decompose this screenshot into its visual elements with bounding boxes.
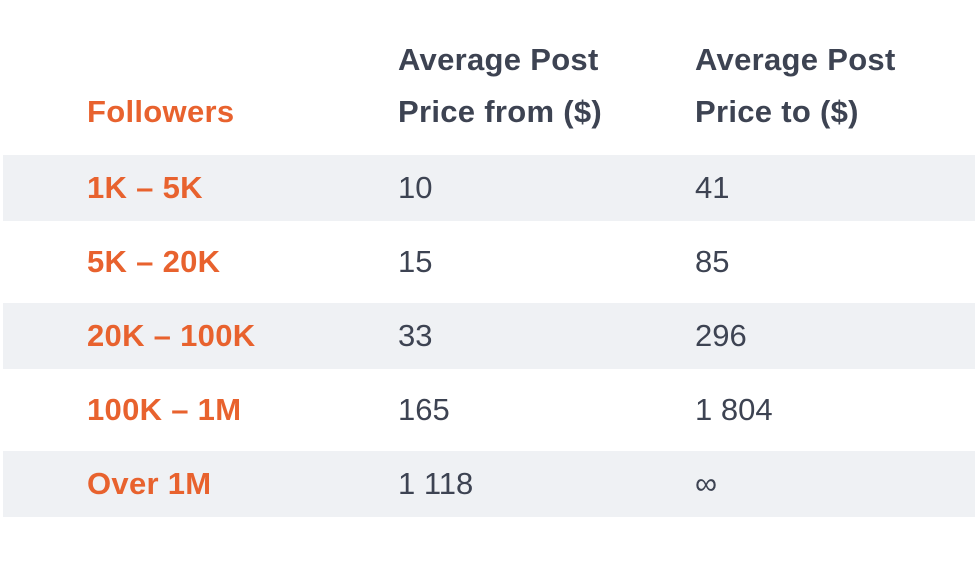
price-from-cell: 10: [398, 170, 433, 205]
price-to-cell: 296: [695, 318, 747, 353]
price-from-cell: 33: [398, 318, 433, 353]
header-followers: Followers: [87, 94, 235, 129]
price-to-cell: 41: [695, 170, 730, 205]
followers-cell: 5K – 20K: [87, 244, 221, 279]
followers-cell: 100K – 1M: [87, 392, 242, 427]
header-price-to: Average Post Price to ($): [695, 34, 955, 138]
table-row: 20K – 100K 33 296: [3, 303, 975, 369]
table-row: Over 1M 1 118 ∞: [3, 451, 975, 517]
header-price-to-line1: Average Post: [695, 42, 896, 77]
price-from-cell: 15: [398, 244, 433, 279]
followers-cell: 1K – 5K: [87, 170, 203, 205]
table-row: 5K – 20K 15 85: [3, 229, 975, 295]
table-row: 100K – 1M 165 1 804: [3, 377, 975, 443]
header-price-to-line2: Price to ($): [695, 94, 859, 129]
price-to-cell: 85: [695, 244, 730, 279]
price-from-cell: 1 118: [398, 466, 474, 501]
table-row: 1K – 5K 10 41: [3, 155, 975, 221]
header-price-from-line1: Average Post: [398, 42, 599, 77]
price-to-cell: ∞: [695, 466, 718, 501]
followers-cell: Over 1M: [87, 466, 212, 501]
table-header: Followers Average Post Price from ($) Av…: [3, 0, 975, 155]
price-from-cell: 165: [398, 392, 450, 427]
followers-cell: 20K – 100K: [87, 318, 256, 353]
price-to-cell: 1 804: [695, 392, 773, 427]
header-price-from-line2: Price from ($): [398, 94, 603, 129]
header-price-from: Average Post Price from ($): [398, 34, 658, 138]
price-table: Followers Average Post Price from ($) Av…: [3, 0, 975, 525]
